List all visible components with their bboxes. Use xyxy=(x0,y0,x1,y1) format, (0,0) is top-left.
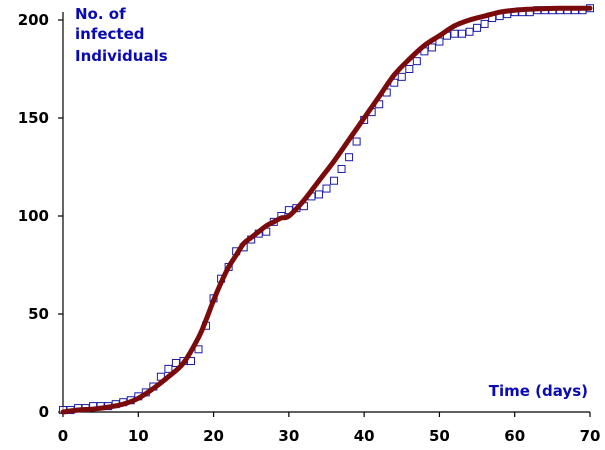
data-point xyxy=(352,137,361,146)
data-point xyxy=(345,153,354,162)
data-point xyxy=(450,29,459,38)
data-point xyxy=(397,72,406,81)
y-tick-label: 0 xyxy=(39,403,49,421)
y-tick-label: 200 xyxy=(18,11,49,29)
y-axis-title-line-1: No. of xyxy=(75,5,126,23)
data-point xyxy=(194,345,203,354)
x-tick-label: 20 xyxy=(203,427,224,445)
x-tick-label: 0 xyxy=(58,427,68,445)
data-point xyxy=(171,359,180,367)
y-axis-title-line-2: infected xyxy=(75,25,145,43)
data-point xyxy=(465,27,474,36)
data-point xyxy=(473,23,482,32)
data-point xyxy=(480,19,489,28)
data-point xyxy=(322,184,331,193)
y-axis-title: No. of infected Individuals xyxy=(75,5,168,65)
x-tick-label: 10 xyxy=(128,427,149,445)
x-tick-label: 60 xyxy=(504,427,525,445)
x-tick-label: 40 xyxy=(354,427,375,445)
data-point xyxy=(164,364,173,373)
plot-area: 0 10 20 30 40 50 60 70 0 50 100 150 200 xyxy=(18,4,601,445)
x-tick-label: 70 xyxy=(580,427,601,445)
x-tick-label: 30 xyxy=(278,427,299,445)
data-point xyxy=(405,65,414,73)
y-tick-label: 50 xyxy=(28,305,49,323)
model-fit-line xyxy=(60,5,593,415)
data-point xyxy=(314,190,323,199)
data-point xyxy=(330,176,339,185)
data-point xyxy=(412,57,421,66)
y-tick-label: 100 xyxy=(18,207,49,225)
data-point xyxy=(427,43,436,52)
y-axis-title-line-3: Individuals xyxy=(75,47,168,65)
x-axis-title: Time (days) xyxy=(489,382,588,400)
data-point xyxy=(458,29,467,38)
x-tick-label: 50 xyxy=(429,427,450,445)
data-point xyxy=(337,164,346,173)
y-tick-label: 150 xyxy=(18,109,49,127)
